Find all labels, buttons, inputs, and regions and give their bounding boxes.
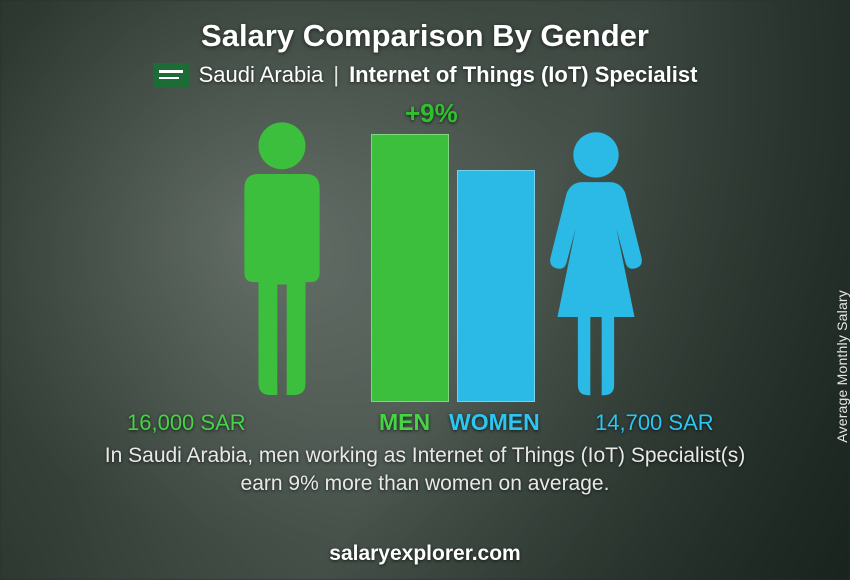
female-figure-icon [537,130,655,402]
flag-icon [153,63,189,87]
subtitle-row: Saudi Arabia | Internet of Things (IoT) … [30,62,820,88]
men-label: MEN [379,409,430,436]
women-bar [457,170,535,402]
women-label: WOMEN [449,409,540,436]
footer-source: salaryexplorer.com [0,542,850,566]
infographic-container: Salary Comparison By Gender Saudi Arabia… [0,0,850,580]
caption-text: In Saudi Arabia, men working as Internet… [30,442,820,499]
label-row: 16,000 SAR MEN WOMEN 14,700 SAR [105,404,745,438]
country-label: Saudi Arabia [199,62,324,88]
content-layer: Salary Comparison By Gender Saudi Arabia… [0,0,850,580]
difference-label: +9% [405,98,458,129]
separator: | [333,62,339,88]
male-figure-icon [223,120,341,402]
men-value: 16,000 SAR [127,410,246,436]
women-value: 14,700 SAR [595,410,714,436]
chart-area: +9% [105,98,745,438]
role-label: Internet of Things (IoT) Specialist [349,62,697,88]
page-title: Salary Comparison By Gender [30,18,820,54]
men-bar [371,134,449,402]
y-axis-label: Average Monthly Salary [834,290,850,443]
